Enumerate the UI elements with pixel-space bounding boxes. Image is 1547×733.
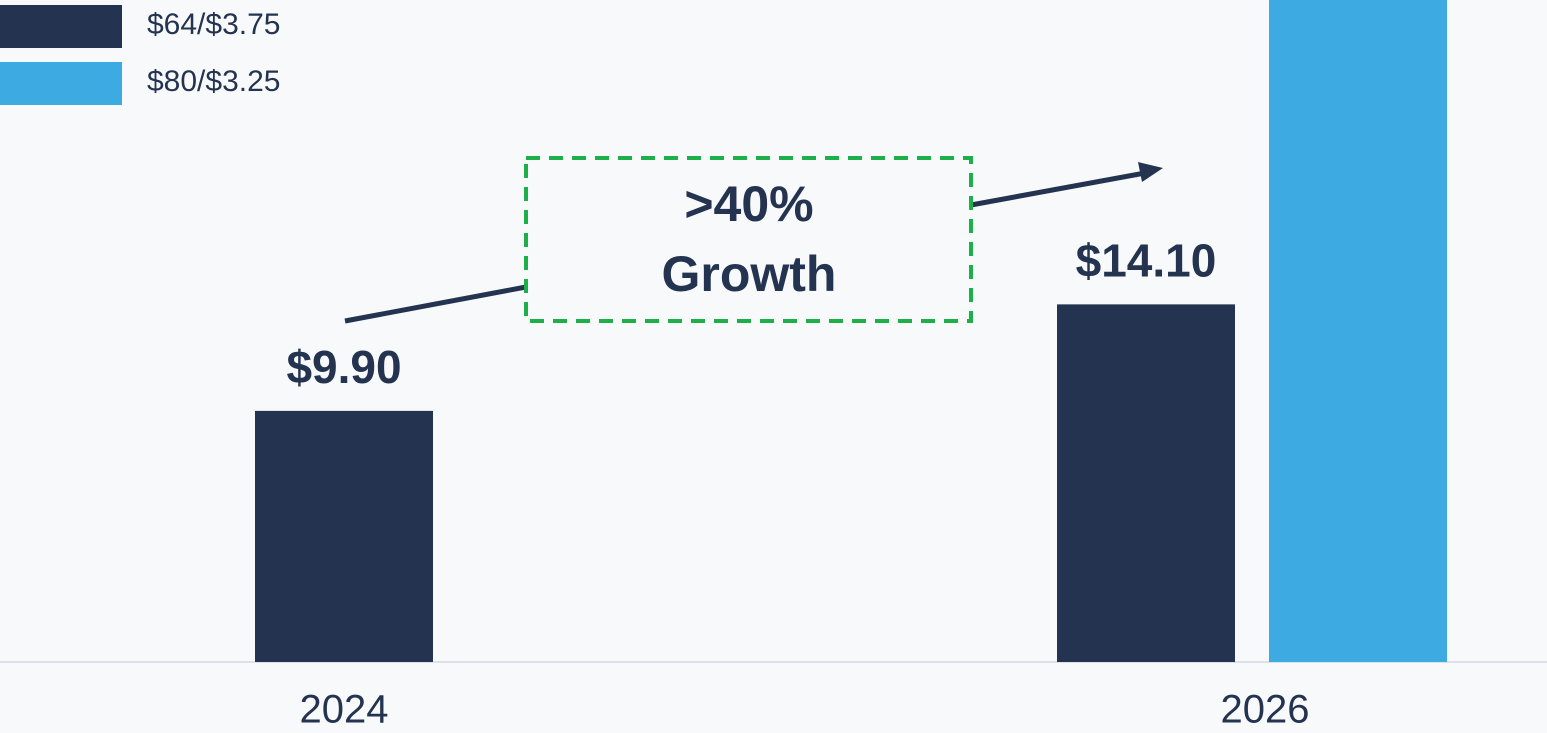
bar xyxy=(1057,304,1235,662)
value-label: $14.10 xyxy=(1076,235,1217,287)
value-label: $9.90 xyxy=(286,341,401,393)
arrow-line xyxy=(344,284,527,324)
legend-label: $64/$3.75 xyxy=(147,8,280,41)
arrow-head xyxy=(1138,162,1163,182)
legend-label: $80/$3.25 xyxy=(147,65,280,98)
legend-swatch xyxy=(0,62,122,105)
bar xyxy=(255,410,433,662)
x-tick-label: 2026 xyxy=(1221,688,1310,732)
annotation-text: Growth xyxy=(662,246,837,302)
arrow-line xyxy=(970,170,1146,208)
annotation-text: >40% xyxy=(684,176,813,232)
x-tick-label: 2024 xyxy=(300,688,389,732)
annotation-box xyxy=(524,156,973,323)
legend-swatch xyxy=(0,5,122,48)
bar xyxy=(1269,0,1447,662)
